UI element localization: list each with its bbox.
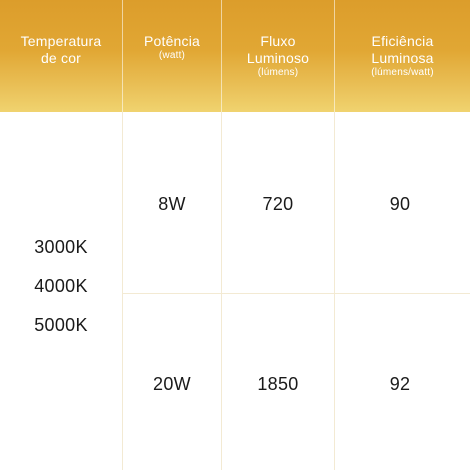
header-power: Potência (watt) (123, 0, 221, 112)
color-temperature-value: 5000K (34, 315, 88, 335)
power-cell: 8W (158, 194, 186, 214)
color-temperature-list: 3000K 4000K 5000K (0, 238, 122, 355)
header-divider (221, 0, 222, 112)
column-divider (334, 112, 335, 470)
color-temperature-value: 4000K (34, 276, 88, 296)
header-color-temperature-title: Temperatura de cor (20, 33, 102, 66)
header-luminous-flux: Fluxo Luminoso (lúmens) (222, 0, 334, 112)
header-luminous-flux-title: Fluxo Luminoso (246, 33, 310, 66)
header-luminous-efficiency: Eficiência Luminosa (lúmens/watt) (335, 0, 470, 112)
row-divider (123, 293, 470, 294)
efficiency-cell: 92 (389, 374, 411, 394)
header-power-title: Potência (143, 33, 201, 49)
column-divider (221, 112, 222, 470)
power-cell: 20W (153, 374, 191, 394)
header-luminous-efficiency-unit: (lúmens/watt) (371, 67, 434, 78)
header-power-unit: (watt) (158, 50, 186, 61)
flux-cell: 720 (262, 194, 294, 214)
column-divider (122, 112, 123, 470)
table-header: Temperatura de cor Potência (watt) Fluxo… (0, 0, 470, 112)
efficiency-cell: 90 (389, 194, 411, 214)
header-divider (122, 0, 123, 112)
header-luminous-flux-unit: (lúmens) (257, 67, 299, 78)
flux-cell: 1850 (257, 374, 299, 394)
header-luminous-efficiency-title: Eficiência Luminosa (371, 33, 434, 66)
header-color-temperature: Temperatura de cor (0, 0, 122, 112)
header-divider (334, 0, 335, 112)
color-temperature-value: 3000K (34, 237, 88, 257)
